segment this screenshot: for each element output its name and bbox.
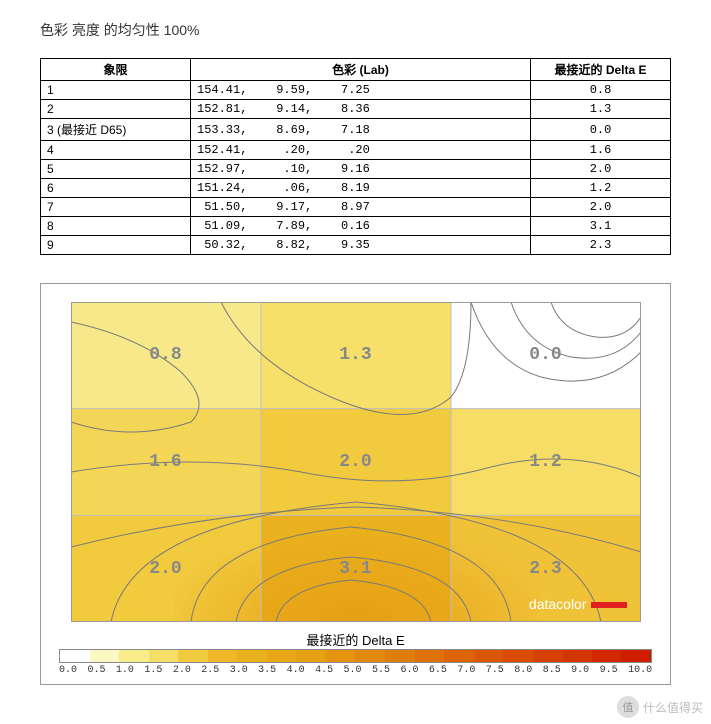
cell-lab: 51.50, 9.17, 8.97 <box>191 198 531 217</box>
colorbar-tick: 1.0 <box>116 665 144 676</box>
cell-quadrant: 4 <box>41 141 191 160</box>
col-lab: 色彩 (Lab) <box>191 59 531 81</box>
cell-deltae: 0.0 <box>531 119 671 141</box>
cell-deltae: 3.1 <box>531 217 671 236</box>
table-row: 4152.41, .20, .201.6 <box>41 141 671 160</box>
table-row: 6151.24, .06, 8.191.2 <box>41 179 671 198</box>
cell-quadrant: 1 <box>41 81 191 100</box>
table-row: 5152.97, .10, 9.162.0 <box>41 160 671 179</box>
colorbar-tick: 9.5 <box>600 665 628 676</box>
colorbar-swatch <box>60 650 90 662</box>
cell-quadrant: 8 <box>41 217 191 236</box>
colorbar-swatch <box>90 650 120 662</box>
colorbar-tick: 6.0 <box>400 665 428 676</box>
contour-chart-panel: 0.8 1.3 0.0 1.6 2.0 1.2 2.0 3.1 2.3 datacolor 最接… <box>40 283 671 685</box>
table-row: 9 50.32, 8.82, 9.352.3 <box>41 236 671 255</box>
colorbar-swatch <box>208 650 238 662</box>
cell-deltae: 1.2 <box>531 179 671 198</box>
cell-quadrant: 9 <box>41 236 191 255</box>
colorbar-tick: 0.5 <box>87 665 115 676</box>
cell-lab: 51.09, 7.89, 0.16 <box>191 217 531 236</box>
table-row: 8 51.09, 7.89, 0.163.1 <box>41 217 671 236</box>
table-row: 3 (最接近 D65)153.33, 8.69, 7.180.0 <box>41 119 671 141</box>
contour-cell-value: 0.8 <box>149 345 181 365</box>
colorbar-tick: 8.5 <box>543 665 571 676</box>
contour-cell-value: 2.3 <box>529 559 561 579</box>
colorbar-swatch <box>149 650 179 662</box>
table-row: 1154.41, 9.59, 7.250.8 <box>41 81 671 100</box>
contour-cell-value: 0.0 <box>529 345 561 365</box>
colorbar-tick: 4.0 <box>287 665 315 676</box>
colorbar-tick: 4.5 <box>315 665 343 676</box>
colorbar-swatch <box>385 650 415 662</box>
contour-cell-value: 1.3 <box>339 345 371 365</box>
colorbar-tick: 7.5 <box>486 665 514 676</box>
colorbar-title: 最接近的 Delta E <box>59 630 652 649</box>
colorbar-swatch <box>296 650 326 662</box>
colorbar-swatch <box>178 650 208 662</box>
cell-lab: 153.33, 8.69, 7.18 <box>191 119 531 141</box>
logo-bar-icon <box>591 602 627 608</box>
colorbar-swatch <box>444 650 474 662</box>
colorbar-tick: 2.0 <box>173 665 201 676</box>
colorbar-tick: 8.0 <box>514 665 542 676</box>
colorbar-swatch <box>621 650 651 662</box>
cell-lab: 152.97, .10, 9.16 <box>191 160 531 179</box>
table-row: 2152.81, 9.14, 8.361.3 <box>41 100 671 119</box>
colorbar-tick: 5.5 <box>372 665 400 676</box>
colorbar-swatch <box>326 650 356 662</box>
colorbar-tick: 6.5 <box>429 665 457 676</box>
colorbar-tick: 3.0 <box>230 665 258 676</box>
cell-deltae: 2.0 <box>531 198 671 217</box>
colorbar-tick: 9.0 <box>571 665 599 676</box>
cell-lab: 151.24, .06, 8.19 <box>191 179 531 198</box>
cell-quadrant: 5 <box>41 160 191 179</box>
colorbar-swatch <box>592 650 622 662</box>
cell-quadrant: 3 (最接近 D65) <box>41 119 191 141</box>
colorbar-swatch <box>267 650 297 662</box>
page-title: 色彩 亮度 的均匀性 100% <box>40 20 671 40</box>
cell-quadrant: 2 <box>41 100 191 119</box>
cell-quadrant: 7 <box>41 198 191 217</box>
colorbar-swatch <box>503 650 533 662</box>
colorbar-tick: 3.5 <box>258 665 286 676</box>
colorbar-tick: 7.0 <box>457 665 485 676</box>
cell-lab: 152.81, 9.14, 8.36 <box>191 100 531 119</box>
contour-cell-value: 2.0 <box>339 452 371 472</box>
cell-deltae: 0.8 <box>531 81 671 100</box>
cell-lab: 154.41, 9.59, 7.25 <box>191 81 531 100</box>
colorbar-swatch <box>533 650 563 662</box>
colorbar-swatch <box>119 650 149 662</box>
colorbar-tick: 2.5 <box>201 665 229 676</box>
colorbar-tick: 5.0 <box>344 665 372 676</box>
col-deltae: 最接近的 Delta E <box>531 59 671 81</box>
contour-cell-value: 2.0 <box>149 559 181 579</box>
colorbar-swatch <box>415 650 445 662</box>
table-row: 7 51.50, 9.17, 8.972.0 <box>41 198 671 217</box>
cell-lab: 50.32, 8.82, 9.35 <box>191 236 531 255</box>
cell-deltae: 1.6 <box>531 141 671 160</box>
datacolor-logo: datacolor <box>529 596 627 612</box>
contour-cell-value: 1.6 <box>149 452 181 472</box>
cell-deltae: 2.0 <box>531 160 671 179</box>
cell-quadrant: 6 <box>41 179 191 198</box>
cell-deltae: 2.3 <box>531 236 671 255</box>
colorbar-tick: 1.5 <box>144 665 172 676</box>
colorbar-swatch <box>474 650 504 662</box>
colorbar-tick: 10.0 <box>628 665 652 676</box>
contour-plot: 0.8 1.3 0.0 1.6 2.0 1.2 2.0 3.1 2.3 datacolor <box>71 302 641 622</box>
contour-cell-value: 3.1 <box>339 559 371 579</box>
colorbar-tick: 0.0 <box>59 665 87 676</box>
uniformity-table: 象限 色彩 (Lab) 最接近的 Delta E 1154.41, 9.59, … <box>40 58 671 255</box>
colorbar-swatch <box>562 650 592 662</box>
colorbar-ticks: 0.00.51.01.52.02.53.03.54.04.55.05.56.06… <box>59 665 652 676</box>
colorbar <box>59 649 652 663</box>
cell-lab: 152.41, .20, .20 <box>191 141 531 160</box>
colorbar-swatch <box>237 650 267 662</box>
colorbar-swatch <box>355 650 385 662</box>
contour-cell-value: 1.2 <box>529 452 561 472</box>
col-quadrant: 象限 <box>41 59 191 81</box>
cell-deltae: 1.3 <box>531 100 671 119</box>
